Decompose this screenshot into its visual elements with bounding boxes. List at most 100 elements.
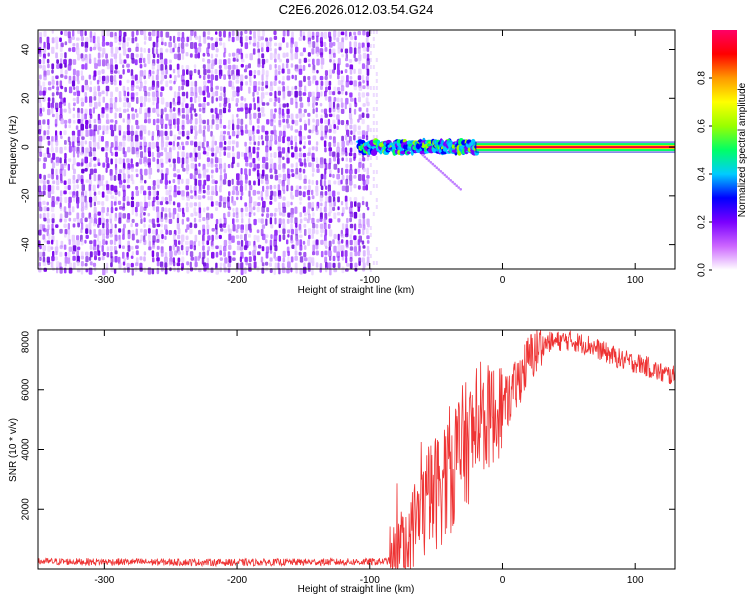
spectrogram-noise-cell (147, 185, 152, 191)
spectrogram-noise-cell (257, 58, 261, 66)
spectrogram-noise-cell (67, 31, 71, 39)
spectrogram-noise-cell (278, 173, 282, 178)
spectrogram-noise-cell (332, 129, 337, 134)
spectrogram-noise-cell (93, 218, 98, 225)
spectrogram-noise-cell (357, 185, 361, 190)
spectrogram-noise-cell (173, 124, 177, 129)
spectrogram-noise-cell (294, 262, 298, 269)
spectrogram-noise-cell (126, 130, 131, 136)
spectrogram-noise-cell (261, 63, 265, 69)
spectrogram-noise-cell (261, 140, 265, 146)
spectrogram-noise-cell (126, 79, 130, 84)
spectrogram-noise-cell (349, 179, 353, 186)
spectrogram-noise-cell (101, 41, 106, 47)
spectrogram-noise-cell (353, 124, 357, 132)
spectrogram-noise-cell (88, 151, 93, 157)
spectrogram-noise-cell (294, 141, 298, 148)
spectrogram-noise-cell (260, 36, 264, 41)
spectrogram-noise-cell (257, 125, 260, 129)
spectrogram-noise-cell (291, 74, 294, 80)
spectrogram-noise-cell (177, 136, 181, 140)
spectrogram-noise-cell (240, 207, 244, 213)
spectrogram-noise-cell (286, 30, 290, 37)
spectrogram-noise-cell (202, 58, 205, 62)
spectrogram-noise-cell (235, 141, 239, 148)
spectrogram-noise-cell (51, 92, 55, 97)
spectrogram-noise-cell (206, 92, 211, 98)
spectrogram-noise-cell (248, 63, 251, 69)
spectrogram-noise-cell (80, 255, 84, 260)
spectrogram-noise-cell (185, 202, 189, 207)
spectrogram-noise-cell (324, 229, 328, 236)
spectrogram-noise-cell (329, 169, 332, 174)
spectrogram-noise-cell (72, 75, 76, 82)
spectrogram-noise-cell (366, 42, 370, 48)
spectrogram-noise-cell (341, 53, 345, 58)
spectrogram-noise-cell (366, 113, 370, 119)
spectrogram-noise-cell (56, 179, 60, 186)
spectrogram-noise-cell (294, 152, 299, 160)
spectrogram-noise-cell (81, 57, 85, 62)
spectrogram-noise-cell (210, 124, 213, 130)
spectrogram-noise-cell (349, 103, 352, 110)
spectrogram-noise-cell (274, 90, 277, 99)
spectrogram-noise-cell (294, 129, 299, 133)
spectrogram-noise-cell (147, 212, 151, 217)
spectrogram-noise-cell (186, 195, 190, 201)
spectrogram-noise-cell (223, 102, 227, 107)
spectrogram-noise-cell (130, 135, 134, 142)
spectrogram-noise-cell (333, 201, 336, 207)
spectrogram-noise-cell (282, 228, 286, 235)
spectrogram-noise-cell (261, 86, 264, 92)
spectrogram-noise-cell (89, 251, 93, 258)
spectrogram-noise-cell (281, 266, 286, 274)
spectrogram-noise-cell (269, 239, 273, 247)
spectrogram-noise-cell (218, 59, 222, 65)
spectrogram-noise-cell (38, 59, 42, 65)
spectrogram-noise-cell (151, 218, 155, 225)
spectrogram-noise-cell (282, 156, 285, 161)
spectrogram-noise-cell (265, 157, 269, 162)
spectrogram-noise-cell (51, 85, 55, 90)
spectrogram-noise-cell (140, 228, 143, 233)
spectrogram-noise-cell (76, 70, 80, 77)
spectrogram-noise-cell (101, 107, 105, 114)
spectrogram-noise-cell (222, 223, 227, 228)
spectrogram-noise-cell (64, 123, 67, 129)
spectrogram-noise-cell (123, 59, 127, 64)
spectrogram-noise-cell (139, 212, 143, 219)
spectrogram-noise-cell (295, 68, 299, 73)
spectrogram-noise-cell (315, 223, 319, 229)
spectrogram-noise-cell (76, 201, 79, 209)
spectrogram-noise-cell (375, 93, 378, 97)
spectrogram-noise-cell (269, 64, 272, 71)
spectrogram-noise-cell (299, 52, 304, 57)
spectrogram-noise-cell (123, 96, 128, 102)
spectrogram-noise-cell (206, 119, 210, 126)
spectrogram-noise-cell (72, 97, 76, 102)
spectrogram-noise-cell (353, 80, 357, 87)
spectrogram-noise-cell (118, 30, 122, 37)
spectrogram-noise-cell (105, 129, 109, 135)
spectrogram-noise-cell (282, 96, 286, 101)
spectrogram-signal-cell (440, 151, 448, 155)
spectrogram-noise-cell (295, 239, 299, 246)
spectrogram-noise-cell (325, 262, 328, 270)
spectrogram-noise-cell (232, 90, 236, 98)
spectrogram-noise-cell (94, 63, 98, 69)
spectrogram-noise-cell (248, 146, 251, 154)
spectrogram-noise-cell (312, 41, 316, 49)
spectrogram-noise-cell (236, 58, 239, 62)
spectrogram-noise-cell (143, 57, 146, 64)
spectrogram-noise-cell (312, 69, 316, 74)
spectrogram-noise-cell (156, 146, 160, 153)
spectrogram-noise-cell (207, 184, 210, 191)
spectrogram-noise-cell (278, 223, 281, 229)
spectrogram-noise-cell (105, 91, 109, 97)
spectrogram-noise-cell (193, 125, 197, 131)
spectrogram-noise-cell (274, 134, 278, 141)
spectrogram-noise-cell (273, 191, 277, 197)
spectrogram-noise-cell (75, 179, 79, 184)
spectrogram-noise-cell (118, 212, 122, 219)
spectrogram-noise-cell (224, 64, 228, 70)
